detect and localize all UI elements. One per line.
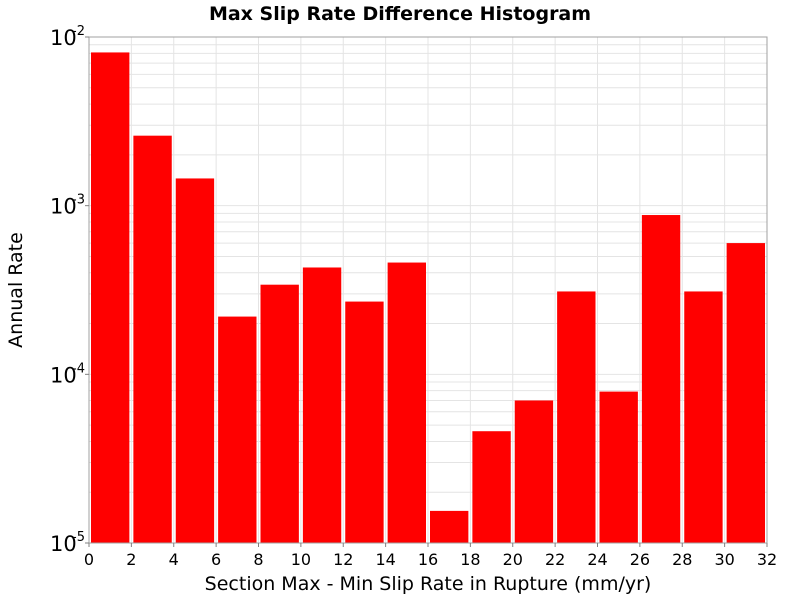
- x-tick-label: 2: [126, 550, 136, 569]
- x-tick-label: 0: [84, 550, 94, 569]
- x-tick-label: 10: [291, 550, 311, 569]
- x-tick-label: 18: [460, 550, 480, 569]
- y-tick-label: 10: [50, 195, 77, 219]
- histogram-bar: [726, 243, 765, 544]
- x-tick-label: 4: [169, 550, 179, 569]
- y-tick-exponent: -2: [72, 24, 85, 39]
- histogram-bar: [133, 135, 172, 543]
- histogram-bar: [641, 215, 681, 544]
- y-tick-label: 10: [50, 363, 77, 387]
- y-tick-exponent: -4: [72, 361, 85, 376]
- x-tick-label: 12: [333, 550, 353, 569]
- histogram-bar: [514, 400, 554, 543]
- bars: [91, 52, 765, 544]
- x-tick-label: 28: [672, 550, 692, 569]
- histogram-bar: [91, 52, 130, 544]
- histogram-bar: [345, 301, 384, 543]
- y-tick-exponent: -5: [72, 530, 85, 545]
- x-tick-label: 30: [714, 550, 734, 569]
- y-tick-label: 10: [50, 532, 77, 556]
- x-tick-label: 6: [211, 550, 221, 569]
- x-axis-ticks: 0 2 4 6 8 10 12 14 16 18 20 22 24 26 28 30 32: [84, 543, 777, 569]
- histogram-bar: [684, 291, 723, 543]
- x-tick-label: 24: [587, 550, 607, 569]
- x-tick-label: 8: [253, 550, 263, 569]
- histogram-bar: [260, 284, 299, 543]
- histogram-bar: [557, 291, 596, 543]
- histogram-bar: [387, 262, 426, 543]
- x-tick-label: 14: [375, 550, 395, 569]
- histogram-bar: [430, 510, 469, 543]
- histogram-bar: [302, 267, 342, 543]
- histogram-bar: [599, 391, 638, 543]
- x-tick-label: 32: [757, 550, 777, 569]
- x-tick-label: 16: [418, 550, 438, 569]
- y-tick-exponent: -3: [72, 193, 85, 208]
- histogram-bar: [218, 316, 257, 543]
- histogram-bar: [175, 178, 215, 543]
- y-tick-label: 10: [50, 26, 77, 50]
- y-axis-ticks: 10-510-410-310-2: [50, 24, 89, 556]
- y-axis-label: Annual Rate: [5, 232, 27, 348]
- x-tick-label: 26: [630, 550, 650, 569]
- x-tick-label: 20: [503, 550, 523, 569]
- chart-title: Max Slip Rate Difference Histogram: [209, 3, 591, 25]
- histogram-bar: [472, 431, 511, 543]
- x-tick-label: 22: [545, 550, 565, 569]
- x-axis-label: Section Max - Min Slip Rate in Rupture (…: [205, 573, 652, 595]
